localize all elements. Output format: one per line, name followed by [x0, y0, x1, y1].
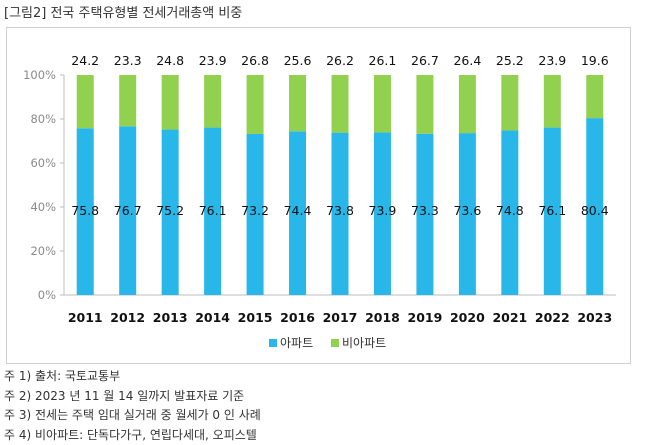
- bar-non-apartment-2011: [76, 75, 94, 129]
- x-tick-label-2018: 2018: [365, 310, 400, 325]
- figure-title: [그림2] 전국 주택유형별 전세거래총액 비중: [4, 6, 243, 21]
- x-tick-label-2013: 2013: [153, 310, 188, 325]
- bar-non-apartment-2021: [501, 75, 519, 131]
- x-tick-label-2019: 2019: [408, 310, 443, 325]
- bar-non-apartment-2022: [543, 75, 561, 128]
- chart-frame: [6, 27, 631, 364]
- data-label-apartment-2023: 80.4: [581, 203, 609, 218]
- footnote-3: 주 3) 전세는 주택 임대 실거래 중 월세가 0 인 사례: [4, 408, 261, 422]
- bar-non-apartment-2016: [289, 75, 307, 132]
- legend-swatch-non-apartment: [331, 339, 339, 347]
- x-tick-label-2023: 2023: [577, 310, 612, 325]
- x-tick-label-2022: 2022: [535, 310, 570, 325]
- data-label-non-apartment-2020: 26.4: [453, 53, 481, 68]
- bar-non-apartment-2012: [119, 75, 137, 127]
- data-label-apartment-2015: 73.2: [241, 203, 269, 218]
- bar-apartment-2015: [246, 133, 264, 295]
- data-label-apartment-2012: 76.7: [114, 203, 142, 218]
- bar-apartment-2019: [416, 133, 434, 295]
- y-tick-label: 80%: [30, 112, 56, 126]
- data-label-non-apartment-2013: 24.8: [156, 53, 184, 68]
- bar-non-apartment-2020: [458, 75, 476, 134]
- data-label-non-apartment-2011: 24.2: [71, 53, 99, 68]
- data-label-non-apartment-2019: 26.7: [411, 53, 439, 68]
- legend-swatch-apartment: [269, 339, 277, 347]
- bar-non-apartment-2018: [373, 75, 391, 133]
- y-tick-label: 20%: [30, 244, 56, 258]
- data-label-apartment-2016: 74.4: [284, 203, 312, 218]
- footnotes: 주 1) 출처: 국토교통부 주 2) 2023 년 11 월 14 일까지 발…: [4, 367, 261, 445]
- data-label-apartment-2017: 73.8: [326, 203, 354, 218]
- bar-apartment-2020: [458, 133, 476, 295]
- bar-non-apartment-2015: [246, 75, 264, 134]
- data-label-apartment-2014: 76.1: [199, 203, 227, 218]
- footnote-4: 주 4) 비아파트: 단독다가구, 연립다세대, 오피스텔: [4, 427, 257, 442]
- data-label-non-apartment-2023: 19.6: [581, 53, 609, 68]
- x-tick-label-2015: 2015: [238, 310, 273, 325]
- bar-apartment-2016: [289, 131, 307, 295]
- footnote-1: 주 1) 출처: 국토교통부: [4, 369, 121, 383]
- legend-label-non-apartment: 비아파트: [342, 336, 386, 350]
- data-label-apartment-2013: 75.2: [156, 203, 184, 218]
- bar-non-apartment-2013: [161, 75, 179, 130]
- data-label-non-apartment-2022: 23.9: [538, 53, 566, 68]
- bar-apartment-2017: [331, 132, 349, 295]
- bar-apartment-2023: [586, 118, 604, 296]
- data-label-non-apartment-2021: 25.2: [496, 53, 524, 68]
- data-label-non-apartment-2014: 23.9: [199, 53, 227, 68]
- data-label-non-apartment-2017: 26.2: [326, 53, 354, 68]
- bar-non-apartment-2019: [416, 75, 434, 134]
- bar-apartment-2013: [161, 129, 179, 295]
- bar-non-apartment-2023: [586, 75, 604, 119]
- x-tick-label-2016: 2016: [280, 310, 315, 325]
- y-tick-label: 60%: [30, 156, 56, 170]
- bar-non-apartment-2014: [204, 75, 222, 128]
- y-tick-label: 40%: [30, 200, 56, 214]
- data-label-apartment-2022: 76.1: [538, 203, 566, 218]
- data-label-non-apartment-2016: 25.6: [284, 53, 312, 68]
- x-tick-label-2011: 2011: [68, 310, 103, 325]
- data-label-non-apartment-2018: 26.1: [369, 53, 397, 68]
- x-tick-label-2017: 2017: [323, 310, 358, 325]
- bar-apartment-2014: [204, 127, 222, 295]
- y-tick-label: 0%: [38, 288, 56, 302]
- data-label-apartment-2019: 73.3: [411, 203, 439, 218]
- bar-apartment-2018: [373, 132, 391, 295]
- data-label-apartment-2020: 73.6: [453, 203, 481, 218]
- data-label-apartment-2021: 74.8: [496, 203, 524, 218]
- bar-apartment-2022: [543, 127, 561, 295]
- footnote-2: 주 2) 2023 년 11 월 14 일까지 발표자료 기준: [4, 388, 245, 403]
- x-tick-label-2014: 2014: [195, 310, 230, 325]
- stacked-bar-chart: 0% 20% 40% 60% 80% 100% 75.8 24.2 2011 76.7 23.3 20…: [23, 53, 616, 350]
- data-label-apartment-2011: 75.8: [71, 203, 99, 218]
- x-tick-label-2012: 2012: [110, 310, 145, 325]
- bar-apartment-2011: [76, 128, 94, 295]
- data-label-non-apartment-2015: 26.8: [241, 53, 269, 68]
- data-label-apartment-2018: 73.9: [369, 203, 397, 218]
- bar-non-apartment-2017: [331, 75, 349, 133]
- data-label-non-apartment-2012: 23.3: [114, 53, 142, 68]
- legend-label-apartment: 아파트: [280, 336, 313, 350]
- x-tick-label-2021: 2021: [492, 310, 527, 325]
- bar-apartment-2021: [501, 130, 519, 295]
- bar-apartment-2012: [119, 126, 137, 295]
- y-tick-label: 100%: [23, 68, 56, 82]
- x-tick-label-2020: 2020: [450, 310, 485, 325]
